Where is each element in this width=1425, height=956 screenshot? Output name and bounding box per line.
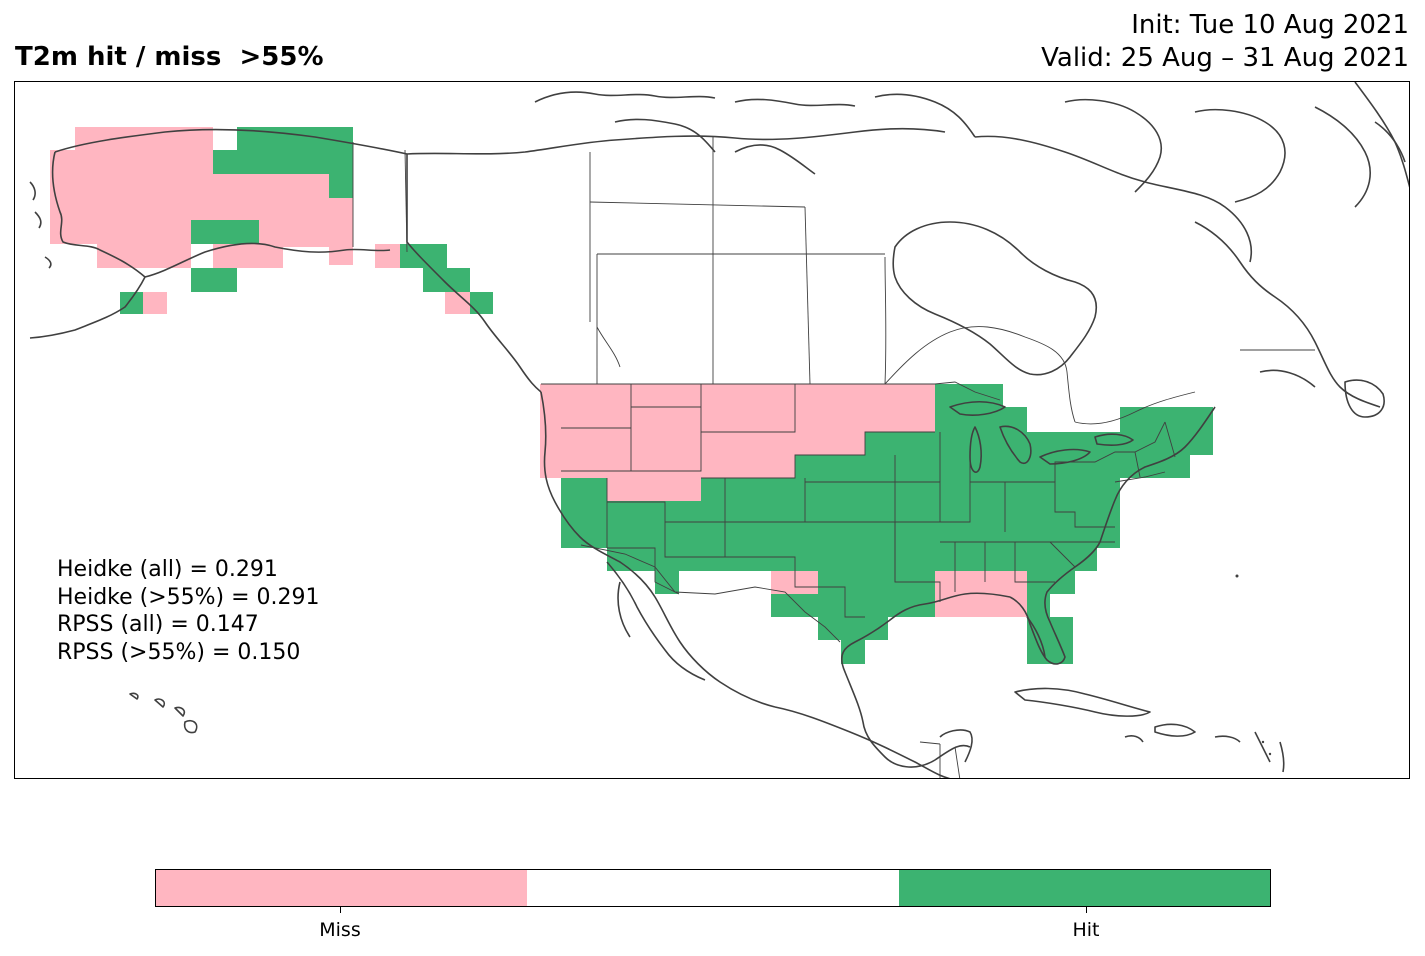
skill-scores: Heidke (all) = 0.291 Heidke (>55%) = 0.2…: [57, 556, 320, 666]
miss-cells-panhandle: [375, 244, 470, 314]
rpss-55: RPSS (>55%) = 0.150: [57, 639, 301, 665]
colorbar-neutral-segment: [527, 870, 899, 906]
colorbar-miss-segment: [156, 870, 528, 906]
valid-range: Valid: 25 Aug – 31 Aug 2021: [1041, 43, 1409, 73]
hit-cells-main: [561, 384, 1213, 664]
borders: [352, 137, 1315, 778]
init-date: Init: Tue 10 Aug 2021: [1131, 10, 1409, 40]
rpss-all: RPSS (all) = 0.147: [57, 612, 259, 637]
miss-cells-northwest: [540, 384, 935, 501]
hit-cells-alaska: [120, 127, 353, 314]
colorbar-hit-segment: [898, 870, 1270, 906]
colorbar-label-miss: Miss: [319, 919, 361, 941]
hit-cells-panhandle: [400, 244, 493, 314]
colorbar-label-hit: Hit: [1072, 919, 1100, 941]
map-title: T2m hit / miss >55%: [15, 42, 324, 72]
map-panel: [14, 81, 1410, 779]
heidke-55: Heidke (>55%) = 0.291: [57, 584, 320, 610]
island-markers: [1235, 574, 1272, 756]
coastlines: [29, 82, 1409, 778]
heidke-all: Heidke (all) = 0.291: [57, 557, 278, 582]
colorbar-tick-miss: [340, 907, 341, 913]
colorbar: [155, 869, 1271, 907]
colorbar-tick-hit: [1086, 907, 1087, 913]
map-svg: [29, 82, 1409, 778]
